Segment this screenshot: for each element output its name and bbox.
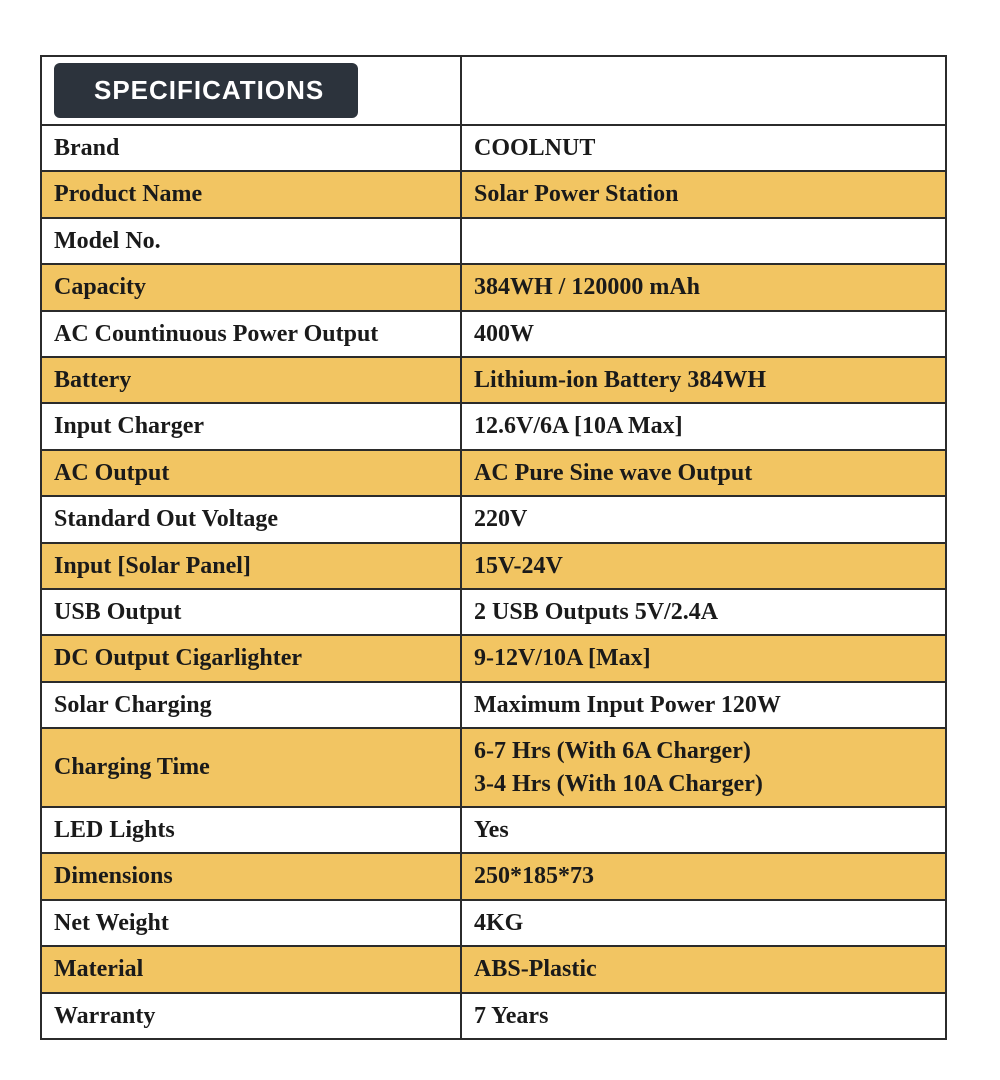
spec-label: Battery: [41, 357, 461, 403]
table-row: Capacity384WH / 120000 mAh: [41, 264, 946, 310]
spec-value: 6-7 Hrs (With 6A Charger)3-4 Hrs (With 1…: [461, 728, 946, 807]
spec-label: Brand: [41, 125, 461, 171]
spec-value: 250*185*73: [461, 853, 946, 899]
spec-value: COOLNUT: [461, 125, 946, 171]
spec-value: AC Pure Sine wave Output: [461, 450, 946, 496]
spec-value: Lithium-ion Battery 384WH: [461, 357, 946, 403]
table-row: DC Output Cigarlighter9-12V/10A [Max]: [41, 635, 946, 681]
spec-value: 4KG: [461, 900, 946, 946]
table-row: Model No.: [41, 218, 946, 264]
table-row: BrandCOOLNUT: [41, 125, 946, 171]
spec-label: Input [Solar Panel]: [41, 543, 461, 589]
spec-value: 2 USB Outputs 5V/2.4A: [461, 589, 946, 635]
table-row: AC OutputAC Pure Sine wave Output: [41, 450, 946, 496]
spec-label: Dimensions: [41, 853, 461, 899]
spec-label: Capacity: [41, 264, 461, 310]
table-row: Charging Time6-7 Hrs (With 6A Charger)3-…: [41, 728, 946, 807]
table-row: Solar ChargingMaximum Input Power 120W: [41, 682, 946, 728]
table-row: MaterialABS-Plastic: [41, 946, 946, 992]
spec-label: AC Output: [41, 450, 461, 496]
spec-value: Maximum Input Power 120W: [461, 682, 946, 728]
spec-label: Solar Charging: [41, 682, 461, 728]
table-row: Standard Out Voltage220V: [41, 496, 946, 542]
spec-label: Net Weight: [41, 900, 461, 946]
spec-value: 15V-24V: [461, 543, 946, 589]
spec-value: 400W: [461, 311, 946, 357]
table-row: Net Weight4KG: [41, 900, 946, 946]
spec-header-title: SPECIFICATIONS: [54, 63, 358, 118]
spec-value: ABS-Plastic: [461, 946, 946, 992]
spec-table-body: SPECIFICATIONS BrandCOOLNUTProduct NameS…: [41, 56, 946, 1039]
spec-header-blank: [461, 56, 946, 125]
table-row: LED LightsYes: [41, 807, 946, 853]
page: SPECIFICATIONS BrandCOOLNUTProduct NameS…: [0, 0, 1000, 1080]
spec-value: Solar Power Station: [461, 171, 946, 217]
spec-value: 9-12V/10A [Max]: [461, 635, 946, 681]
spec-label: USB Output: [41, 589, 461, 635]
spec-table: SPECIFICATIONS BrandCOOLNUTProduct NameS…: [40, 55, 947, 1040]
spec-header-row: SPECIFICATIONS: [41, 56, 946, 125]
spec-value: [461, 218, 946, 264]
table-row: USB Output2 USB Outputs 5V/2.4A: [41, 589, 946, 635]
spec-value: 7 Years: [461, 993, 946, 1039]
table-row: Product NameSolar Power Station: [41, 171, 946, 217]
spec-label: DC Output Cigarlighter: [41, 635, 461, 681]
spec-value: 384WH / 120000 mAh: [461, 264, 946, 310]
spec-label: LED Lights: [41, 807, 461, 853]
table-row: AC Countinuous Power Output400W: [41, 311, 946, 357]
spec-value: 220V: [461, 496, 946, 542]
table-row: Input [Solar Panel]15V-24V: [41, 543, 946, 589]
spec-value: 12.6V/6A [10A Max]: [461, 403, 946, 449]
spec-label: Product Name: [41, 171, 461, 217]
spec-value: Yes: [461, 807, 946, 853]
table-row: BatteryLithium-ion Battery 384WH: [41, 357, 946, 403]
spec-header-cell: SPECIFICATIONS: [41, 56, 461, 125]
spec-label: Model No.: [41, 218, 461, 264]
spec-label: Input Charger: [41, 403, 461, 449]
spec-label: Material: [41, 946, 461, 992]
table-row: Input Charger12.6V/6A [10A Max]: [41, 403, 946, 449]
table-row: Warranty7 Years: [41, 993, 946, 1039]
spec-label: AC Countinuous Power Output: [41, 311, 461, 357]
table-row: Dimensions250*185*73: [41, 853, 946, 899]
spec-label: Charging Time: [41, 728, 461, 807]
spec-label: Standard Out Voltage: [41, 496, 461, 542]
spec-label: Warranty: [41, 993, 461, 1039]
